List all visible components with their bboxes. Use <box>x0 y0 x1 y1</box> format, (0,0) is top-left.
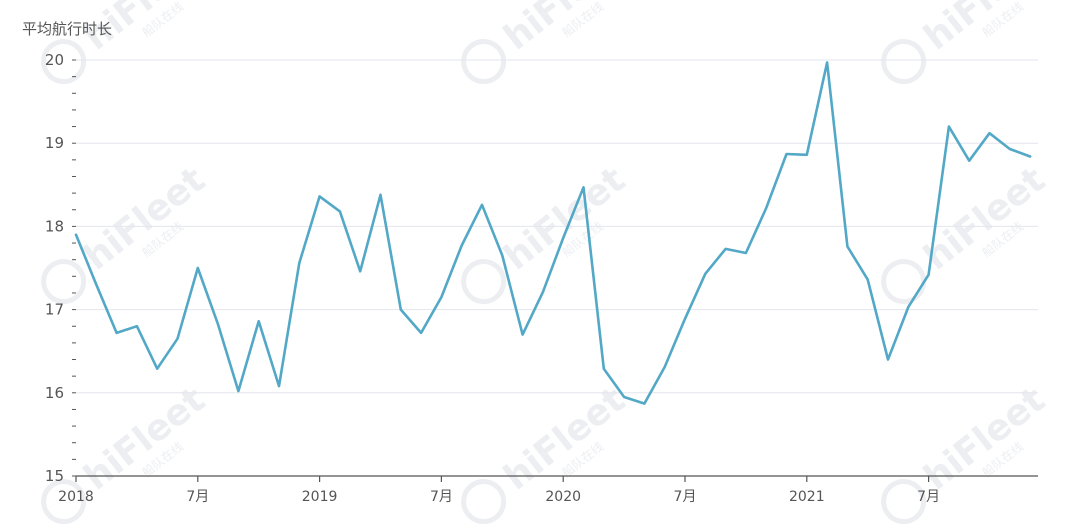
watermark-logo-icon <box>41 39 87 85</box>
y-tick-label: 17 <box>45 301 64 319</box>
watermark-logo-icon <box>461 259 507 305</box>
x-tick-label: 7月 <box>917 489 940 505</box>
watermark-logo-icon <box>461 479 507 525</box>
y-tick-label: 20 <box>45 51 64 69</box>
x-tick-label: 2021 <box>789 489 825 505</box>
series-line <box>74 61 1032 405</box>
x-tick-label: 7月 <box>186 489 209 505</box>
watermark-logo-icon <box>461 39 507 85</box>
x-axis: 2018 7月 2019 7月 2020 7月 2021 7月 <box>58 475 1038 505</box>
watermark-logo-icon <box>881 479 927 525</box>
y-axis: 15 16 17 18 19 20 <box>45 51 76 485</box>
watermark-logo-icon <box>41 259 87 305</box>
x-tick-label: 7月 <box>674 489 697 505</box>
y-tick-label: 18 <box>45 217 64 235</box>
watermark-text: hiFleet <box>77 379 213 498</box>
watermark-text: hiFleet <box>77 159 213 278</box>
watermark-text: hiFleet <box>497 159 633 278</box>
gridlines <box>76 59 1038 394</box>
y-tick-label: 15 <box>45 467 64 485</box>
watermark-logo-icon <box>41 479 87 525</box>
x-tick-label: 2019 <box>302 489 338 505</box>
x-tick-label: 7月 <box>430 489 453 505</box>
y-axis-title: 平均航行时长 <box>22 20 112 38</box>
x-tick-label: 2020 <box>545 489 581 505</box>
y-tick-label: 16 <box>45 384 64 402</box>
y-tick-label: 19 <box>45 134 64 152</box>
watermark-text: hiFleet <box>917 379 1053 498</box>
watermark-text: hiFleet <box>497 379 633 498</box>
watermark-logo-icon <box>881 39 927 85</box>
watermark-layer: hiFleet船队在线hiFleet船队在线hiFleet船队在线hiFleet… <box>41 0 1053 525</box>
x-tick-label: 2018 <box>58 489 94 505</box>
